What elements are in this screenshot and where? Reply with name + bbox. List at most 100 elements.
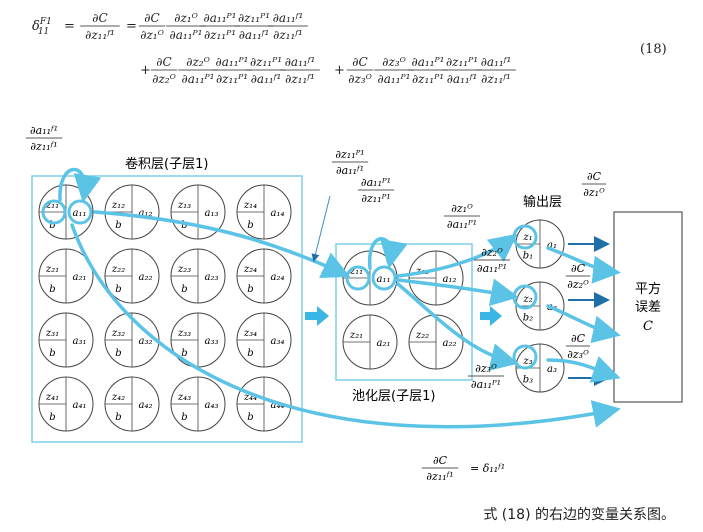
svg-text:z₃₃: z₃₃: [177, 328, 191, 339]
svg-text:∂a₁₁ᴾ¹: ∂a₁₁ᴾ¹: [361, 176, 391, 189]
deriv-out3: ∂z₃ᴼ ∂a₁₁ᴾ¹: [467, 362, 505, 391]
svg-text:z₁₃: z₁₃: [177, 200, 191, 211]
svg-text:a₄₄: a₄₄: [271, 400, 285, 411]
output-neuron-1: z₁ b₁ a₁: [515, 219, 565, 269]
svg-text:a₂₄: a₂₄: [271, 272, 285, 283]
svg-text:z₂₄: z₂₄: [243, 264, 257, 275]
svg-text:∂C: ∂C: [156, 55, 171, 69]
svg-text:∂C: ∂C: [352, 55, 367, 69]
eq-l1-frac-1: ∂z₁ᴼ ∂a₁₁ᴾ¹: [166, 11, 206, 42]
cost-label-1: 平方: [635, 281, 661, 297]
deriv-conv-act: ∂a₁₁ᶠ¹ ∂z₁₁ᶠ¹: [25, 124, 63, 153]
svg-text:∂z₂ᴼ: ∂z₂ᴼ: [152, 72, 176, 86]
svg-text:∂a₁₁ᶠ¹: ∂a₁₁ᶠ¹: [273, 11, 304, 25]
conv-to-pool-arrow: [305, 306, 329, 326]
svg-text:b₁: b₁: [523, 250, 533, 261]
svg-text:∂z₁₁ᴾ¹: ∂z₁₁ᴾ¹: [238, 11, 270, 25]
svg-text:b: b: [181, 412, 187, 423]
svg-text:∂z₁ᴼ: ∂z₁ᴼ: [451, 202, 473, 215]
svg-text:∂a₁₁ᴾ¹: ∂a₁₁ᴾ¹: [471, 378, 501, 391]
svg-text:z₁₂: z₁₂: [111, 200, 125, 211]
svg-text:∂z₁ᴼ: ∂z₁ᴼ: [174, 11, 198, 25]
svg-text:b: b: [247, 348, 253, 359]
highlight-ring-2: [345, 265, 371, 291]
svg-text:z₃₂: z₃₂: [111, 328, 125, 339]
svg-text:b: b: [49, 348, 55, 359]
conv-neuron-41: z₄₁ b a₄₁: [38, 376, 94, 432]
svg-text:∂a₁₁ᶠ¹: ∂a₁₁ᶠ¹: [285, 55, 316, 69]
pool-to-out1-curve: [396, 233, 518, 278]
svg-text:a₂₁: a₂₁: [377, 338, 391, 349]
svg-text:b: b: [49, 412, 55, 423]
svg-text:+: +: [334, 63, 345, 78]
conv-neuron-21: z₂₁ b a₂₁: [38, 248, 94, 304]
eq-l2a-frac-2: ∂a₁₁ᴾ¹ ∂z₁₁ᴾ¹: [212, 55, 252, 86]
conv-neuron-22: z₂₂ b a₂₂: [104, 248, 160, 304]
deriv-pool-act: ∂a₁₁ᴾ¹ ∂z₁₁ᴾ¹: [357, 176, 395, 205]
svg-text:∂a₁₁ᴾ¹: ∂a₁₁ᴾ¹: [204, 11, 237, 25]
svg-text:∂z₁₁ᴾ¹: ∂z₁₁ᴾ¹: [361, 192, 390, 205]
svg-text:b: b: [115, 284, 121, 295]
svg-text:∂C: ∂C: [587, 170, 602, 183]
svg-text:∂z₃ᴼ: ∂z₃ᴼ: [382, 55, 406, 69]
svg-text:a₂₁: a₂₁: [73, 272, 87, 283]
svg-text:b: b: [247, 220, 253, 231]
svg-text:∂a₁₁ᶠ¹: ∂a₁₁ᶠ¹: [447, 72, 478, 86]
conv-neuron-24: z₂₄ b a₂₄: [236, 248, 292, 304]
svg-text:b₃: b₃: [523, 374, 533, 385]
pool-to-output-arrow: [480, 306, 502, 326]
svg-text:z₂₃: z₂₃: [177, 264, 191, 275]
svg-text:∂z₁₁ᶠ¹: ∂z₁₁ᶠ¹: [481, 72, 511, 86]
svg-text:∂z₁₁ᴾ¹: ∂z₁₁ᴾ¹: [335, 148, 364, 161]
svg-text:z₁: z₁: [522, 232, 532, 243]
svg-text:b: b: [49, 220, 55, 231]
svg-text:z₃: z₃: [522, 356, 532, 367]
svg-text:∂z₃ᴼ: ∂z₃ᴼ: [567, 348, 589, 361]
cost-box: [613, 211, 683, 403]
eq-l2a-frac-3: ∂z₁₁ᴾ¹ ∂a₁₁ᶠ¹: [246, 55, 286, 86]
svg-text:a₁₁: a₁₁: [73, 208, 87, 219]
out2-to-cost-curve: [546, 304, 621, 344]
svg-text:∂z₁₁ᶠ¹: ∂z₁₁ᶠ¹: [426, 470, 453, 483]
highlight-ring-0: [41, 199, 67, 225]
svg-text:=: =: [126, 19, 137, 34]
conv-layer-label: 卷积层(子层1): [125, 156, 208, 172]
svg-text:a₂₃: a₂₃: [205, 272, 219, 283]
svg-text:+: +: [140, 63, 151, 78]
svg-text:a₄₃: a₄₃: [205, 400, 219, 411]
svg-text:a₃₂: a₃₂: [139, 336, 153, 347]
network-diagram: 卷积层(子层1) z₁₁ b a₁₁ z₁₂ b a₁₂ z₁₃ b a₁₃ z₁₄ b a₁₄ z₂₁…: [25, 124, 683, 483]
eq-l1-frac-4: ∂a₁₁ᶠ¹ ∂z₁₁ᶠ¹: [268, 11, 308, 42]
svg-text:∂C: ∂C: [144, 11, 159, 25]
svg-text:=: =: [64, 19, 75, 34]
svg-text:∂z₁ᴼ: ∂z₁ᴼ: [583, 186, 605, 199]
svg-text:∂a₁₁ᴾ¹: ∂a₁₁ᴾ¹: [170, 28, 203, 42]
conv-neuron-44: z₄₄ b a₄₄: [236, 376, 292, 432]
svg-text:b: b: [49, 284, 55, 295]
svg-text:z₄₁: z₄₁: [45, 392, 59, 403]
svg-text:∂z₁₁ᴾ¹: ∂z₁₁ᴾ¹: [216, 72, 248, 86]
svg-text:∂z₁₁ᶠ¹: ∂z₁₁ᶠ¹: [273, 28, 303, 42]
eq-l2a-frac-4: ∂a₁₁ᶠ¹ ∂z₁₁ᶠ¹: [280, 55, 320, 86]
eq-l2b-frac-3: ∂z₁₁ᴾ¹ ∂a₁₁ᶠ¹: [442, 55, 482, 86]
eq-l2b-frac-0: ∂C ∂z₃ᴼ: [346, 55, 374, 86]
svg-text:∂a₁₁ᴾ¹: ∂a₁₁ᴾ¹: [447, 218, 477, 231]
svg-text:z₁₄: z₁₄: [243, 200, 257, 211]
svg-text:∂C: ∂C: [571, 332, 586, 345]
svg-text:b: b: [247, 412, 253, 423]
svg-text:∂a₁₁ᶠ¹: ∂a₁₁ᶠ¹: [239, 28, 270, 42]
conv-neuron-12: z₁₂ b a₁₂: [104, 184, 160, 240]
svg-text:∂z₁₁ᶠ¹: ∂z₁₁ᶠ¹: [85, 28, 115, 42]
svg-text:∂z₁₁ᴾ¹: ∂z₁₁ᴾ¹: [446, 55, 478, 69]
svg-text:∂a₁₁ᶠ¹: ∂a₁₁ᶠ¹: [481, 55, 512, 69]
delta-path-curve: [70, 223, 621, 429]
svg-text:∂z₃ᴼ: ∂z₃ᴼ: [348, 72, 372, 86]
eq-l2a-frac-0: ∂C ∂z₂ᴼ: [150, 55, 178, 86]
deriv-cost1: ∂C ∂z₁ᴼ: [581, 170, 607, 199]
svg-text:b: b: [115, 220, 121, 231]
svg-text:a₁₁: a₁₁: [377, 274, 391, 285]
out1-to-cost-curve: [546, 246, 621, 284]
svg-text:∂a₁₁ᶠ¹: ∂a₁₁ᶠ¹: [30, 124, 58, 137]
deriv-pool-in: ∂z₁₁ᴾ¹ ∂a₁₁ᶠ¹: [331, 148, 369, 177]
